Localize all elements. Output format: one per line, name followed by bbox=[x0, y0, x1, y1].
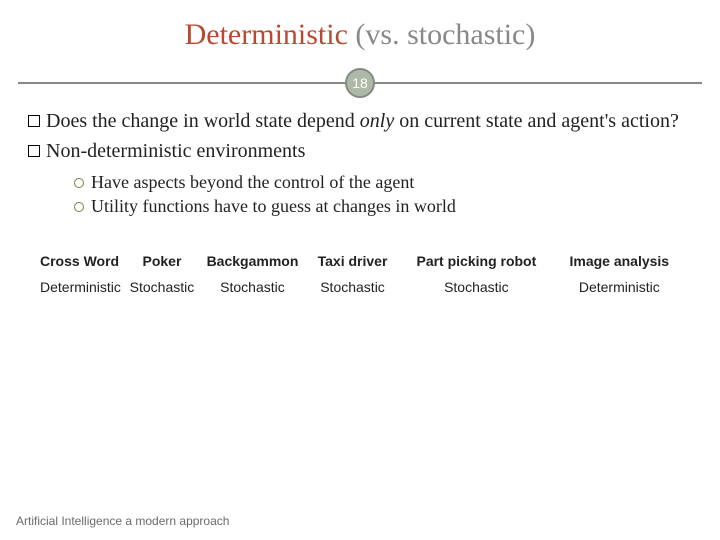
content-area: Does the change in world state depend on… bbox=[0, 102, 720, 295]
circle-bullet-icon bbox=[74, 202, 84, 212]
table-cell: Stochastic bbox=[400, 279, 552, 295]
table-header: Part picking robot bbox=[400, 253, 552, 269]
sub-bullet-1-text: Have aspects beyond the control of the a… bbox=[91, 172, 414, 192]
footer-text: Artificial Intelligence a modern approac… bbox=[16, 514, 229, 528]
table-cell: Deterministic bbox=[38, 279, 124, 295]
sub-bullet-1: Have aspects beyond the control of the a… bbox=[74, 170, 692, 194]
table-header: Image analysis bbox=[553, 253, 686, 269]
classification-table: Cross Word Poker Backgammon Taxi driver … bbox=[28, 253, 692, 295]
sub-bullet-2: Utility functions have to guess at chang… bbox=[74, 194, 692, 218]
table-cell: Stochastic bbox=[200, 279, 305, 295]
title-main: Deterministic bbox=[185, 18, 348, 51]
table-header: Backgammon bbox=[200, 253, 305, 269]
page-number-badge: 18 bbox=[345, 68, 375, 98]
bullet-1-post: on current state and agent's action? bbox=[394, 110, 679, 132]
bullet-1: Does the change in world state depend on… bbox=[28, 108, 692, 134]
sub-bullet-2-text: Utility functions have to guess at chang… bbox=[91, 196, 456, 216]
table-cell: Stochastic bbox=[124, 279, 200, 295]
divider: 18 bbox=[0, 66, 720, 102]
slide-title: Deterministic (vs. stochastic) bbox=[0, 18, 720, 52]
table-header: Cross Word bbox=[38, 253, 124, 269]
square-bullet-icon bbox=[28, 115, 40, 127]
square-bullet-icon bbox=[28, 145, 40, 157]
title-rest: (vs. stochastic) bbox=[348, 18, 535, 51]
sub-bullet-list: Have aspects beyond the control of the a… bbox=[74, 170, 692, 219]
circle-bullet-icon bbox=[74, 178, 84, 188]
bullet-2: Non-deterministic environments bbox=[28, 138, 692, 164]
table-header-row: Cross Word Poker Backgammon Taxi driver … bbox=[38, 253, 686, 269]
table-header: Taxi driver bbox=[305, 253, 400, 269]
table-cell: Stochastic bbox=[305, 279, 400, 295]
title-area: Deterministic (vs. stochastic) bbox=[0, 0, 720, 60]
table-cell: Deterministic bbox=[553, 279, 686, 295]
bullet-1-em: only bbox=[360, 110, 394, 132]
bullet-1-pre: Does the change in world state depend bbox=[46, 110, 360, 132]
bullet-2-text: Non-deterministic environments bbox=[46, 140, 305, 162]
table-header: Poker bbox=[124, 253, 200, 269]
table-value-row: Deterministic Stochastic Stochastic Stoc… bbox=[38, 279, 686, 295]
